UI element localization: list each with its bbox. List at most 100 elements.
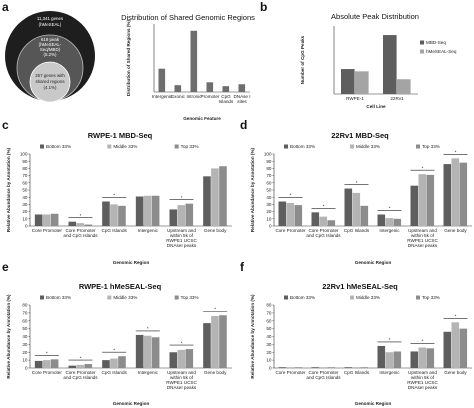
category-label: Intergenic (379, 228, 400, 233)
bar-top-33- (219, 166, 227, 226)
y-tick-label: 40 (266, 334, 272, 339)
significance-star: * (290, 193, 292, 198)
y-axis-label: Relative Abundance by Annotation (%) (250, 294, 255, 379)
bar-mbd-seq (383, 35, 397, 94)
y-axis-label: Relative Abundance by Annotation (%) (250, 147, 255, 232)
bar-top-33- (327, 367, 336, 368)
legend-swatch (107, 144, 112, 149)
category-label: Intergenic (138, 370, 159, 375)
chart-rv1_hmeseal: 22Rv1 hMeSEAL-Seq 0 10 20 30 40 50 60 70 80 Relati… (250, 282, 472, 406)
significance-star: * (455, 150, 457, 155)
bar-top-33- (393, 218, 402, 226)
bar-bottom-33- (102, 201, 110, 226)
category-label: Core Promoter and CpG Islands (306, 228, 341, 238)
chart-title: RWPE-1 MBD-Seq (88, 131, 153, 140)
bar-bottom-33- (344, 367, 353, 368)
chart-rwpe_hmeseal: RWPE-1 hMeSEAL-Seq 0 10 20 30 40 50 60 70 80 Relat… (6, 282, 232, 406)
bar-top-33- (360, 367, 369, 368)
bar-middle-33- (143, 335, 152, 368)
category-label: Core Promoter and CpG Islands (63, 228, 98, 238)
bar-top-33- (84, 364, 93, 368)
bar-middle-33- (385, 218, 394, 226)
panel-label-a: a (2, 0, 9, 14)
chart-title: RWPE-1 hMeSEAL-Seq (79, 282, 162, 291)
venn-middle-label-3: Seq/MBD) (40, 47, 61, 52)
category-label: Upstream and within 5k of RWPE1 UCSC DNAseI… (166, 228, 197, 248)
bar-top-33- (50, 213, 59, 226)
bar-bottom-33- (203, 176, 211, 226)
significance-star: * (455, 314, 457, 319)
legend-swatch (174, 295, 179, 300)
bar-bottom-33- (377, 345, 386, 368)
bar-bottom-33- (410, 351, 419, 368)
bar-value (206, 82, 214, 92)
y-tick-label: 20 (22, 209, 28, 214)
y-tick-label: 10 (266, 216, 272, 221)
significance-star: * (181, 195, 183, 200)
category-label: CpG Islands (219, 94, 234, 104)
y-tick-label: 70 (22, 173, 28, 178)
venn-diagram: 11,341 genes (hMeSEAL) 619 peak (hMeSEAL… (5, 11, 95, 103)
category-label: Core Promoter (275, 228, 306, 233)
legend-swatch (416, 295, 420, 300)
y-axis-label: Relative Abundance by Annotation (%) (6, 147, 11, 232)
legend-label: Top 33% (181, 144, 199, 149)
y-tick-label: 70 (266, 173, 272, 178)
legend-label: Middle 33% (113, 144, 137, 149)
chart-rv1_mbd: 22Rv1 MBD-Seq 0 10 20 30 40 50 60 70 80 90 100 Relat… (250, 131, 472, 265)
bar-top-33- (294, 367, 303, 368)
chart-title: 22Rv1 MBD-Seq (331, 131, 389, 140)
bar-bottom-33- (278, 367, 287, 368)
y-tick-label: 40 (22, 195, 28, 200)
bar-top-33- (393, 351, 402, 368)
bar-middle-33- (286, 367, 295, 368)
venn-inner-label-3: (4.1%) (44, 85, 57, 90)
significance-star: * (46, 351, 48, 356)
y-axis-label: Number of CpG Peaks (300, 35, 305, 84)
y-tick-label: 0 (25, 366, 28, 371)
bar-bottom-33- (443, 164, 452, 226)
legend-swatch (350, 295, 354, 300)
bar-bottom-33- (410, 185, 419, 226)
bar-bottom-33- (34, 214, 43, 226)
legend-label: Top 33% (422, 144, 440, 149)
category-label: Gene body (204, 228, 227, 233)
venn-middle-label-2: (hMeSEAL- (39, 42, 62, 47)
bar-value (222, 86, 230, 92)
panel-label-b: b (260, 0, 267, 14)
bar-bottom-33- (311, 212, 320, 226)
category-label: RWPE-1 (346, 96, 364, 101)
chart-title: Absolute Peak Distribution (331, 12, 419, 21)
category-label: Intergenic (379, 370, 400, 375)
bar-middle-33- (143, 195, 152, 226)
bar-middle-33- (451, 158, 460, 226)
bar-bottom-33- (311, 367, 320, 368)
category-label: CpG Islands (344, 228, 370, 233)
x-axis-label: Genomic Region (113, 260, 150, 265)
category-label: Intergenic (138, 228, 159, 233)
bar-bottom-33- (68, 365, 77, 368)
category-label: Intronic (186, 94, 202, 99)
bar-top-33- (118, 356, 126, 368)
category-label: CpG Islands (344, 370, 370, 375)
bar-top-33- (151, 337, 160, 368)
legend-label: MBD-Seq (426, 40, 446, 45)
significance-star: * (323, 204, 325, 209)
y-tick-label: 50 (22, 326, 28, 331)
y-tick-label: 10 (22, 216, 28, 221)
legend-label: Bottom 33% (46, 295, 71, 300)
legend-label: Middle 33% (113, 295, 137, 300)
bar-top-33- (426, 174, 435, 226)
significance-star: * (80, 213, 82, 218)
category-label: Gene body (444, 370, 467, 375)
y-tick-label: 80 (266, 303, 272, 308)
significance-star: * (147, 326, 149, 331)
legend-swatch (284, 144, 288, 149)
y-tick-label: 0 (25, 224, 28, 229)
panel-label-e: e (2, 260, 9, 274)
y-tick-label: 20 (266, 350, 272, 355)
significance-star: * (80, 355, 82, 360)
bar-bottom-33- (102, 360, 110, 368)
legend-swatch (416, 144, 420, 149)
